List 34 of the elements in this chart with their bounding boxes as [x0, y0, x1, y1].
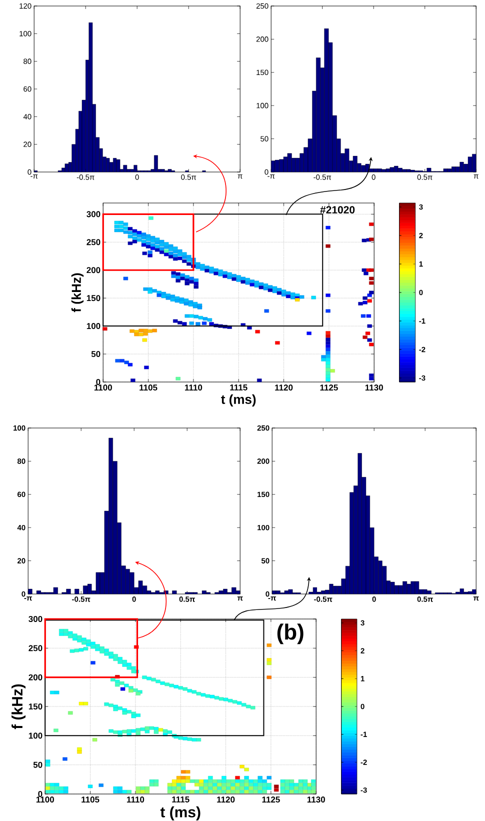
y-tick-label: 50 — [33, 762, 42, 768]
y-axis-title: f (kHz) — [71, 273, 84, 312]
y-tick-label: 300 — [28, 616, 42, 622]
y-tick-label: 250 — [28, 645, 42, 652]
y-tick-label: 150 — [28, 703, 42, 710]
x-tick-label: 1120 — [275, 384, 293, 391]
x-tick-label: 1120 — [217, 796, 235, 803]
y-tick-label: 200 — [28, 674, 42, 680]
x-tick-label: 1125 — [262, 796, 280, 803]
y-tick-label: 150 — [86, 295, 100, 302]
y-tick-label: 100 — [28, 732, 42, 739]
x-tick-label: 1130 — [307, 796, 325, 803]
x-tick-label: 1110 — [184, 384, 202, 391]
y-tick-label: 0 — [38, 790, 42, 797]
x-tick-label: 1105 — [82, 796, 100, 803]
y-tick-label: 200 — [86, 267, 100, 274]
annotation: (b) — [277, 624, 304, 644]
x-axis-title: t (ms) — [221, 394, 256, 407]
x-tick-label: 1125 — [320, 384, 338, 391]
x-tick-label: 1100 — [94, 384, 112, 391]
x-tick-label: 1105 — [140, 384, 158, 391]
y-axis-title: f (kHz) — [12, 684, 26, 730]
y-tick-label: 250 — [86, 239, 100, 246]
x-tick-label: 1115 — [230, 384, 248, 390]
annotation: #21020 — [320, 206, 355, 214]
x-axis-title: t (ms) — [160, 806, 200, 820]
y-tick-label: 0 — [96, 378, 100, 385]
y-tick-label: 100 — [86, 323, 100, 330]
y-tick-label: 50 — [91, 351, 100, 358]
y-tick-label: 300 — [86, 211, 100, 218]
x-tick-label: 1130 — [365, 384, 383, 391]
x-tick-label: 1115 — [172, 796, 190, 802]
x-tick-label: 1100 — [36, 796, 54, 803]
x-tick-label: 1110 — [126, 796, 144, 803]
